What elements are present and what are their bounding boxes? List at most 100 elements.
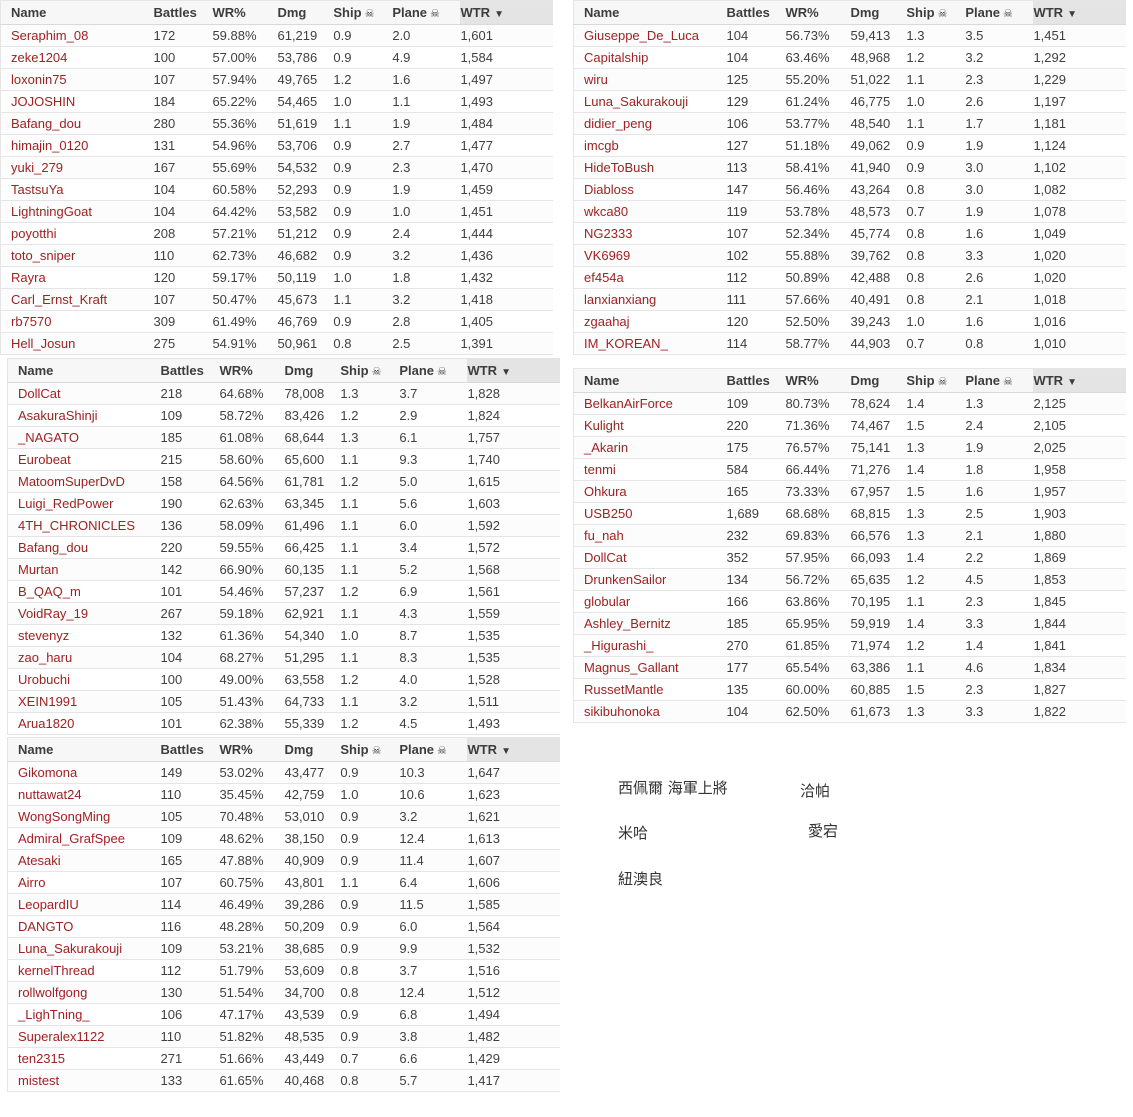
player-name-link[interactable]: Eurobeat [7, 448, 161, 471]
player-name-link[interactable]: Rayra [0, 266, 154, 289]
column-header-battles[interactable]: Battles [726, 0, 786, 25]
player-name-link[interactable]: WongSongMing [7, 805, 161, 828]
player-name-link[interactable]: mistest [7, 1069, 161, 1092]
column-header-name[interactable]: Name [573, 368, 727, 393]
column-header-wr[interactable]: WR% [219, 737, 285, 762]
player-name-link[interactable]: lanxianxiang [573, 288, 727, 311]
player-name-link[interactable]: _Akarin [573, 436, 727, 459]
player-name-link[interactable]: 4TH_CHRONICLES [7, 514, 161, 537]
player-name-link[interactable]: Luigi_RedPower [7, 492, 161, 515]
player-name-link[interactable]: rollwolfgong [7, 981, 161, 1004]
ship-label-chapayev[interactable]: 洽帕 [800, 782, 831, 800]
column-header-plane[interactable]: Plane ☠ [399, 737, 468, 762]
player-name-link[interactable]: Ohkura [573, 480, 727, 503]
player-name-link[interactable]: LeopardIU [7, 893, 161, 916]
player-name-link[interactable]: zeke1204 [0, 46, 154, 69]
column-header-wr[interactable]: WR% [219, 358, 285, 383]
player-name-link[interactable]: Diabloss [573, 178, 727, 201]
player-name-link[interactable]: ten2315 [7, 1047, 161, 1070]
player-name-link[interactable]: Admiral_GrafSpee [7, 827, 161, 850]
column-header-wtr[interactable]: WTR ▼ [460, 0, 553, 25]
player-name-link[interactable]: IM_KOREAN_ [573, 332, 727, 355]
player-name-link[interactable]: Luna_Sakurakouji [573, 90, 727, 113]
player-name-link[interactable]: ef454a [573, 266, 727, 289]
player-name-link[interactable]: Arua1820 [7, 712, 161, 735]
column-header-wr[interactable]: WR% [212, 0, 278, 25]
column-header-ship[interactable]: Ship ☠ [340, 737, 400, 762]
column-header-dmg[interactable]: Dmg [277, 0, 334, 25]
player-name-link[interactable]: himajin_0120 [0, 134, 154, 157]
ship-label-atago[interactable]: 愛宕 [808, 822, 839, 840]
player-name-link[interactable]: nuttawat24 [7, 783, 161, 806]
column-header-dmg[interactable]: Dmg [284, 358, 341, 383]
player-name-link[interactable]: poyotthi [0, 222, 154, 245]
column-header-wtr[interactable]: WTR ▼ [1033, 368, 1126, 393]
player-name-link[interactable]: JOJOSHIN [0, 90, 154, 113]
player-name-link[interactable]: loxonin75 [0, 68, 154, 91]
column-header-dmg[interactable]: Dmg [850, 368, 907, 393]
player-name-link[interactable]: TastsuYa [0, 178, 154, 201]
column-header-wr[interactable]: WR% [785, 368, 851, 393]
player-name-link[interactable]: imcgb [573, 134, 727, 157]
player-name-link[interactable]: HideToBush [573, 156, 727, 179]
player-name-link[interactable]: Atesaki [7, 849, 161, 872]
player-name-link[interactable]: Seraphim_08 [0, 24, 154, 47]
player-name-link[interactable]: Gikomona [7, 761, 161, 784]
column-header-wtr[interactable]: WTR ▼ [467, 358, 560, 383]
column-header-plane[interactable]: Plane ☠ [399, 358, 468, 383]
player-name-link[interactable]: Hell_Josun [0, 332, 154, 355]
column-header-name[interactable]: Name [0, 0, 154, 25]
column-header-wr[interactable]: WR% [785, 0, 851, 25]
column-header-wtr[interactable]: WTR ▼ [467, 737, 560, 762]
column-header-ship[interactable]: Ship ☠ [333, 0, 393, 25]
player-name-link[interactable]: tenmi [573, 458, 727, 481]
player-name-link[interactable]: zgaahaj [573, 310, 727, 333]
column-header-ship[interactable]: Ship ☠ [340, 358, 400, 383]
column-header-dmg[interactable]: Dmg [850, 0, 907, 25]
column-header-battles[interactable]: Battles [153, 0, 213, 25]
player-name-link[interactable]: stevenyz [7, 624, 161, 647]
player-name-link[interactable]: zao_haru [7, 646, 161, 669]
player-name-link[interactable]: Urobuchi [7, 668, 161, 691]
player-name-link[interactable]: _LighTning_ [7, 1003, 161, 1026]
player-name-link[interactable]: DollCat [7, 382, 161, 405]
player-name-link[interactable]: Carl_Ernst_Kraft [0, 288, 154, 311]
column-header-ship[interactable]: Ship ☠ [906, 0, 966, 25]
player-name-link[interactable]: Magnus_Gallant [573, 656, 727, 679]
column-header-name[interactable]: Name [7, 737, 161, 762]
player-name-link[interactable]: Capitalship [573, 46, 727, 69]
player-name-link[interactable]: VK6969 [573, 244, 727, 267]
player-name-link[interactable]: MatoomSuperDvD [7, 470, 161, 493]
player-name-link[interactable]: Ashley_Bernitz [573, 612, 727, 635]
ship-label-mikhail[interactable]: 米哈 [618, 824, 649, 842]
player-name-link[interactable]: _Higurashi_ [573, 634, 727, 657]
column-header-battles[interactable]: Battles [726, 368, 786, 393]
column-header-battles[interactable]: Battles [160, 737, 220, 762]
player-name-link[interactable]: XEIN1991 [7, 690, 161, 713]
player-name-link[interactable]: wiru [573, 68, 727, 91]
player-name-link[interactable]: Luna_Sakurakouji [7, 937, 161, 960]
player-name-link[interactable]: Bafang_dou [7, 536, 161, 559]
column-header-name[interactable]: Name [573, 0, 727, 25]
player-name-link[interactable]: AsakuraShinji [7, 404, 161, 427]
player-name-link[interactable]: DANGTO [7, 915, 161, 938]
player-name-link[interactable]: RussetMantle [573, 678, 727, 701]
player-name-link[interactable]: wkca80 [573, 200, 727, 223]
column-header-name[interactable]: Name [7, 358, 161, 383]
player-name-link[interactable]: NG2333 [573, 222, 727, 245]
player-name-link[interactable]: Bafang_dou [0, 112, 154, 135]
player-name-link[interactable]: VoidRay_19 [7, 602, 161, 625]
player-name-link[interactable]: Kulight [573, 414, 727, 437]
player-name-link[interactable]: _NAGATO [7, 426, 161, 449]
player-name-link[interactable]: didier_peng [573, 112, 727, 135]
column-header-dmg[interactable]: Dmg [284, 737, 341, 762]
column-header-ship[interactable]: Ship ☠ [906, 368, 966, 393]
player-name-link[interactable]: USB250 [573, 502, 727, 525]
column-header-plane[interactable]: Plane ☠ [392, 0, 461, 25]
column-header-wtr[interactable]: WTR ▼ [1033, 0, 1126, 25]
column-header-plane[interactable]: Plane ☠ [965, 368, 1034, 393]
player-name-link[interactable]: DollCat [573, 546, 727, 569]
ship-label-admiral-hipper[interactable]: 西佩爾 海軍上將 [618, 779, 728, 797]
player-name-link[interactable]: sikibuhonoka [573, 700, 727, 723]
player-name-link[interactable]: DrunkenSailor [573, 568, 727, 591]
